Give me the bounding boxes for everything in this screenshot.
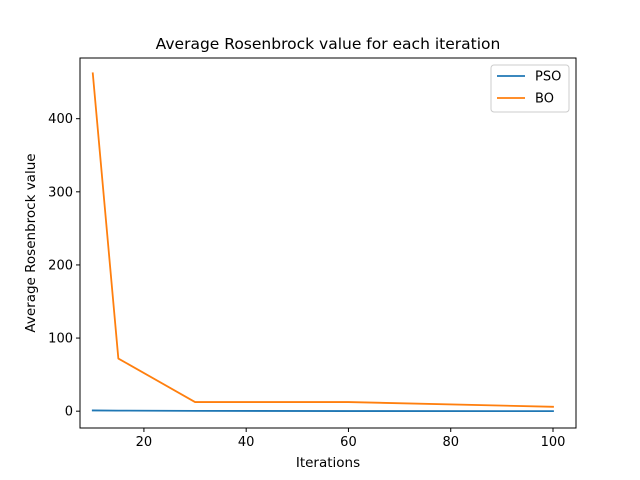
legend-label-bo: BO [535,92,554,107]
chart-title: Average Rosenbrock value for each iterat… [156,35,501,53]
legend-label-pso: PSO [535,70,561,85]
plot-frame [79,57,577,429]
series-line-pso [91,409,554,413]
y-tick-label: 200 [48,258,73,273]
legend: PSO BO [490,64,570,113]
y-tick-label: 100 [48,332,73,347]
y-tick-label: 400 [48,112,73,127]
x-tick-label: 20 [136,435,153,450]
y-tick-label: 0 [65,405,73,420]
series-line-bo [91,72,554,408]
plot-layer: 20 40 60 80 100 0 100 200 300 400 [48,72,566,450]
x-tick-label: 60 [340,435,357,450]
x-tick-label: 40 [238,435,255,450]
x-tick-label: 100 [541,435,566,450]
y-axis-label: Average Rosenbrock value [23,153,39,332]
y-tick-label: 300 [48,185,73,200]
x-axis-label: Iterations [296,455,360,471]
x-tick-label: 80 [442,435,459,450]
